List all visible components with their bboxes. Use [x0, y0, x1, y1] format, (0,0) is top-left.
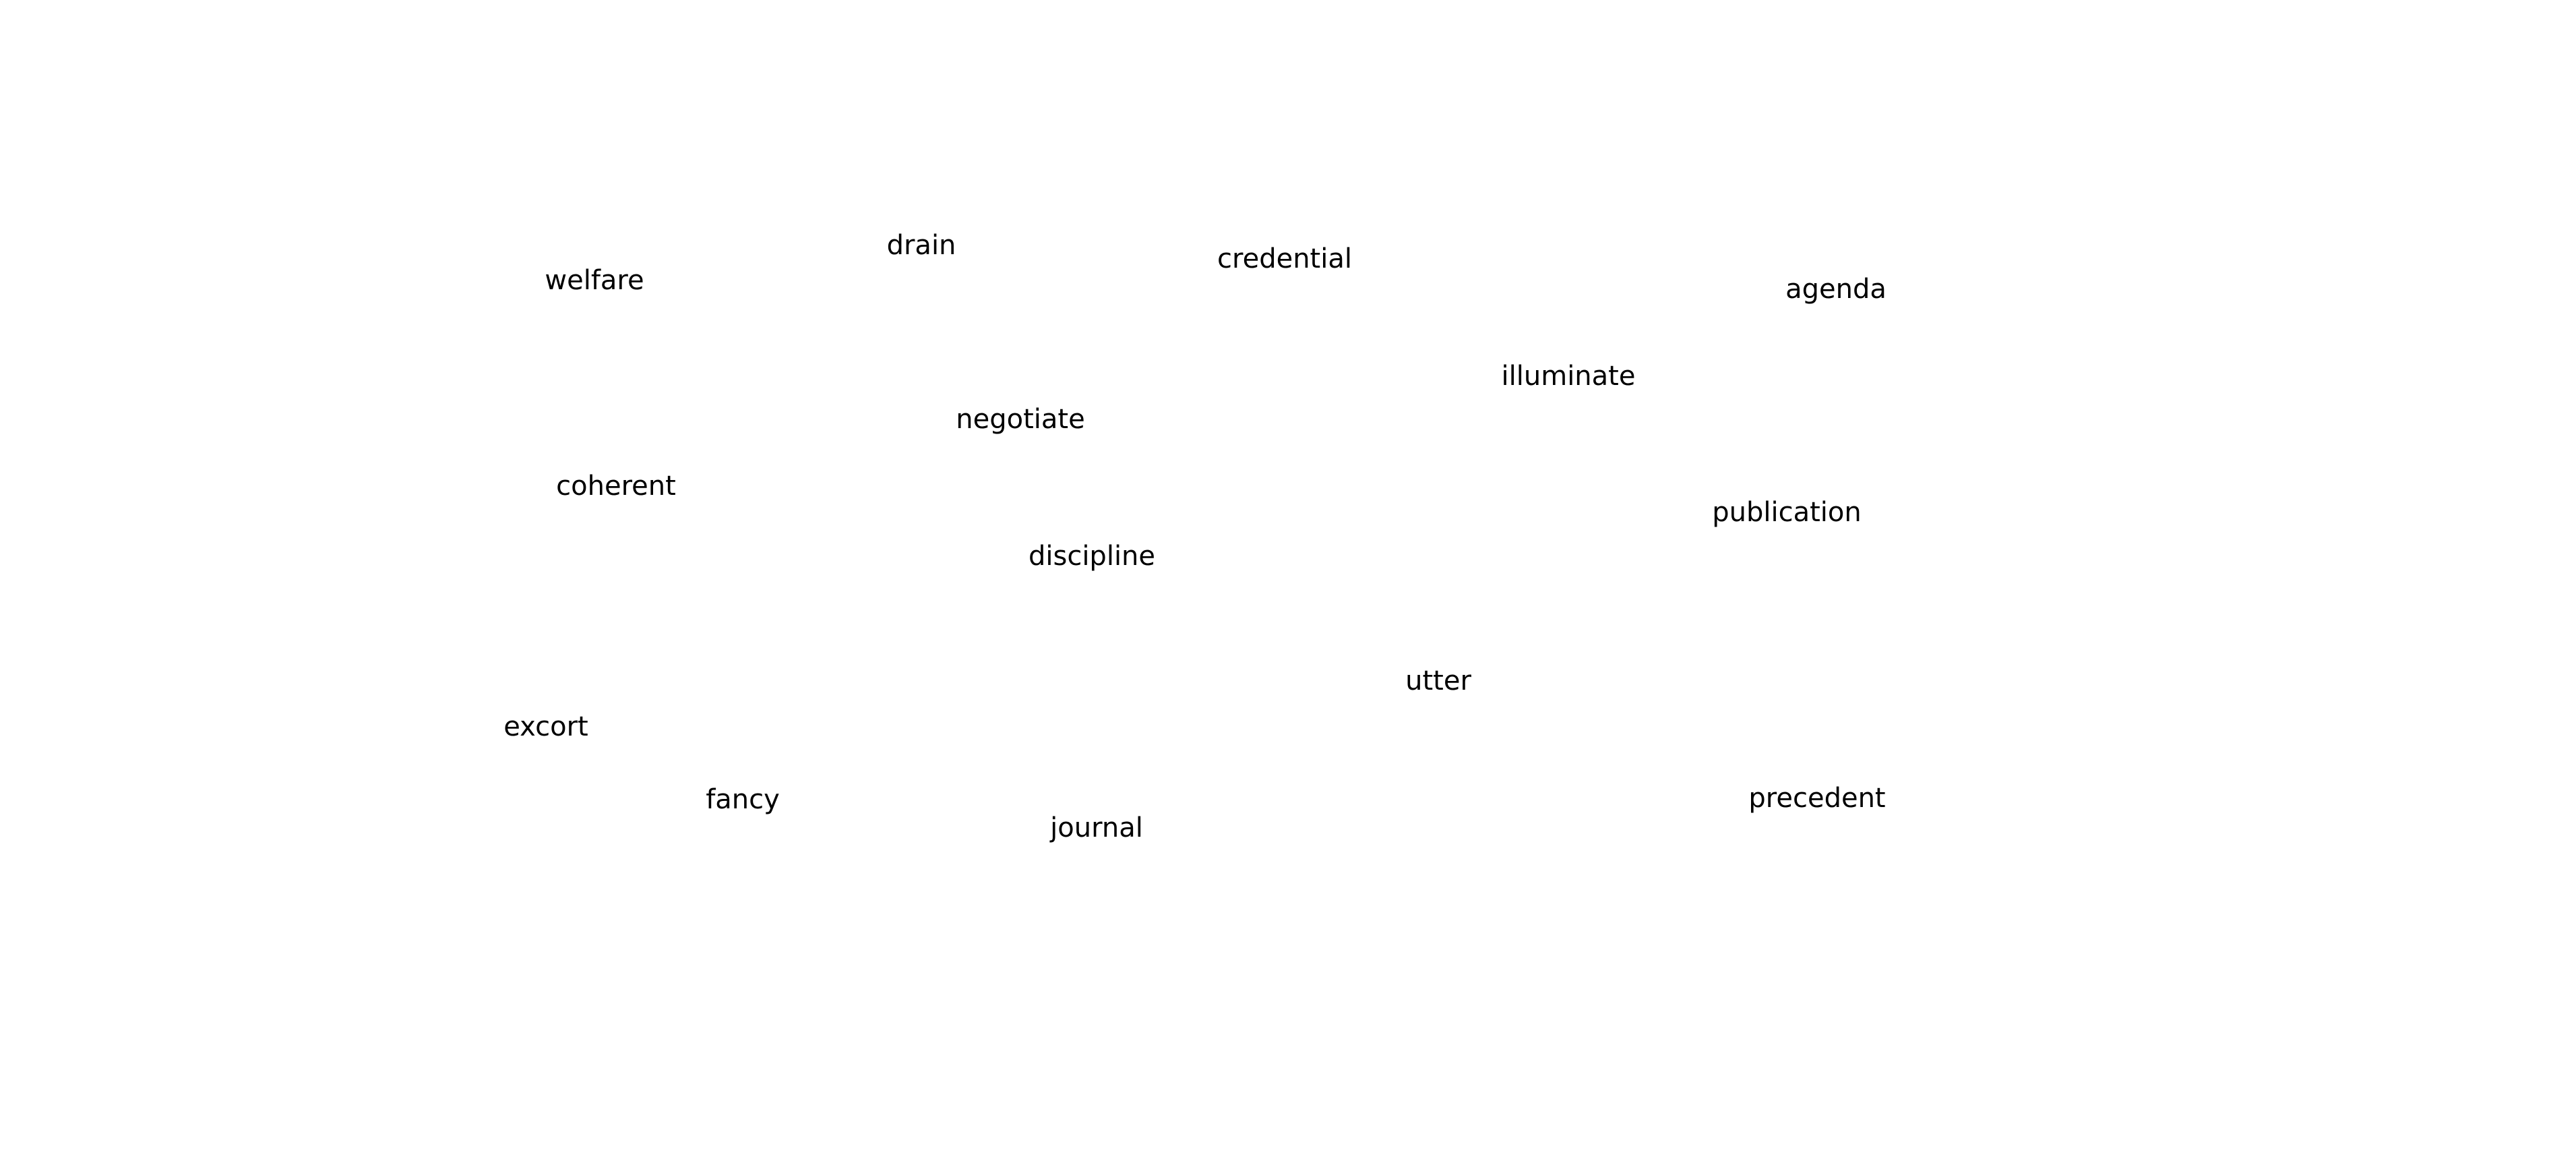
- word-excort[interactable]: excort: [503, 711, 588, 742]
- word-coherent[interactable]: coherent: [556, 471, 676, 502]
- word-publication[interactable]: publication: [1712, 497, 1862, 528]
- word-drain[interactable]: drain: [886, 230, 956, 261]
- word-agenda[interactable]: agenda: [1785, 274, 1887, 305]
- word-journal[interactable]: journal: [1050, 812, 1143, 843]
- word-precedent[interactable]: precedent: [1748, 783, 1886, 814]
- word-illuminate[interactable]: illuminate: [1501, 361, 1636, 392]
- word-discipline[interactable]: discipline: [1028, 541, 1156, 572]
- word-fancy[interactable]: fancy: [706, 784, 780, 815]
- word-negotiate[interactable]: negotiate: [956, 404, 1085, 435]
- word-welfare[interactable]: welfare: [545, 265, 644, 296]
- word-utter[interactable]: utter: [1405, 665, 1471, 696]
- word-credential[interactable]: credential: [1217, 243, 1352, 274]
